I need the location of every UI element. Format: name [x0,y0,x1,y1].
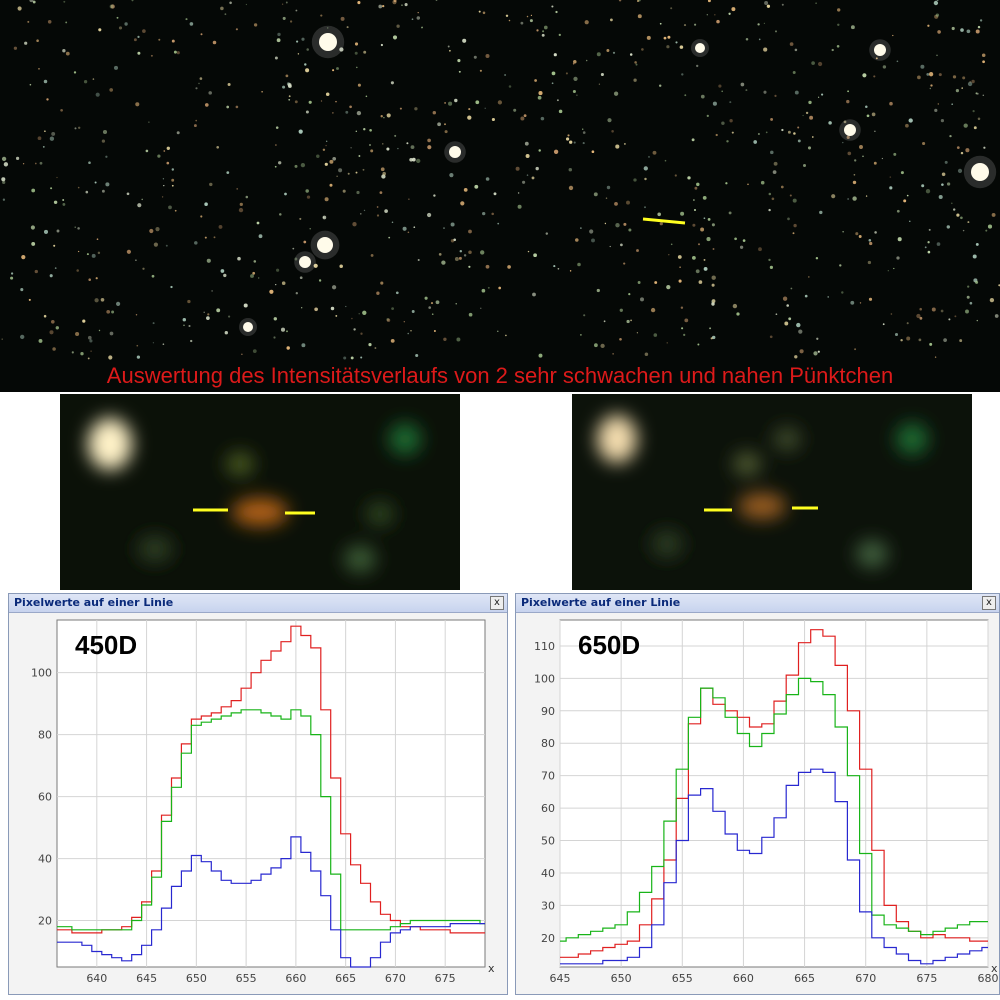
line-chart-450d: 640 645 650 655 660 665 670 675 20 40 60 80 100 450D x [31,619,495,985]
y-tick-label: 60 [541,802,555,815]
y-tick-label: 80 [541,737,555,750]
y-tick-label: 100 [31,667,52,680]
close-icon[interactable]: x [490,596,504,610]
profile-window-450d: Pixelwerte auf einer Linie x 640 645 650 65… [8,593,508,995]
x-axis-marker: x [991,962,998,975]
chart-label: 450D [75,630,137,660]
x-tick-label: 665 [794,972,815,985]
window-title: Pixelwerte auf einer Linie [14,596,174,609]
y-tick-label: 20 [38,915,52,928]
window-titlebar[interactable]: Pixelwerte auf einer Linie x [516,594,999,613]
y-tick-label: 90 [541,705,555,718]
y-tick-label: 40 [541,867,555,880]
x-tick-label: 650 [186,972,207,985]
y-tick-label: 110 [534,640,555,653]
y-tick-label: 50 [541,835,555,848]
plot-area [56,619,486,968]
y-tick-label: 20 [541,932,555,945]
x-tick-label: 675 [435,972,456,985]
x-tick-label: 660 [285,972,306,985]
x-tick-label: 670 [855,972,876,985]
starfield-photo [0,0,1000,392]
line-chart-650d: 645 650 655 660 665 670 675 680 20 30 40 50 60 70 80 90… [534,619,999,985]
x-tick-label: 655 [236,972,257,985]
x-tick-label: 655 [672,972,693,985]
y-tick-label: 30 [541,899,555,912]
x-tick-label: 645 [550,972,571,985]
x-tick-label: 670 [385,972,406,985]
crop-650d [572,394,972,590]
series-line-blue [57,836,485,968]
profile-window-650d: Pixelwerte auf einer Linie x 645 650 655 66… [515,593,1000,995]
series-line-blue [560,768,988,965]
x-tick-label: 660 [733,972,754,985]
x-tick-label: 675 [916,972,937,985]
close-icon[interactable]: x [982,596,996,610]
series-line-red [57,625,485,934]
x-axis-marker: x [488,962,495,975]
x-tick-label: 645 [136,972,157,985]
series-line-green [560,677,988,942]
y-tick-label: 60 [38,791,52,804]
page-title: Auswertung des Intensitätsverlaufs von 2… [106,363,894,388]
window-titlebar[interactable]: Pixelwerte auf einer Linie x [9,594,507,613]
x-tick-label: 650 [611,972,632,985]
crop-450d [60,394,460,590]
measurement-marker [642,217,686,225]
x-tick-label: 665 [335,972,356,985]
plot-area [559,619,989,968]
y-tick-label: 40 [38,853,52,866]
y-tick-label: 100 [534,672,555,685]
window-title: Pixelwerte auf einer Linie [521,596,681,609]
chart-label: 650D [578,630,640,660]
series-line-green [57,709,485,931]
y-tick-label: 80 [38,729,52,742]
x-tick-label: 680 [978,972,999,985]
y-tick-label: 70 [541,770,555,783]
x-tick-label: 640 [86,972,107,985]
